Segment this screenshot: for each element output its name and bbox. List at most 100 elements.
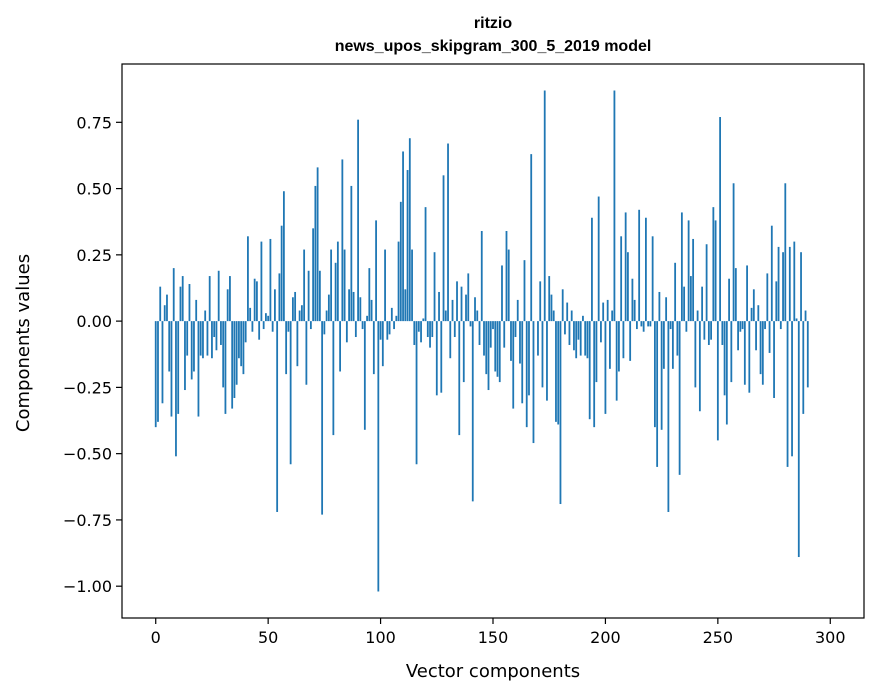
bar [256,281,258,322]
bar [184,321,186,391]
bar [703,321,706,340]
bar [719,117,721,322]
bar [662,321,665,369]
bar [523,260,526,322]
bar [651,236,654,322]
bar [694,321,697,388]
bar [159,286,162,322]
bar [280,225,283,322]
bar [503,321,506,348]
bar [507,249,510,322]
bar [784,183,787,322]
bar [408,138,411,322]
bar [627,252,629,322]
bar [393,321,395,330]
bar [800,252,802,322]
bar [510,321,512,361]
bar [750,307,753,322]
bar [404,289,407,322]
bar [352,291,355,322]
bar [166,294,168,322]
bar [379,321,382,340]
x-tick-label: 300 [815,628,846,647]
bar [539,281,542,322]
bar [318,270,321,322]
bar [199,321,202,356]
bar [723,321,726,396]
bar [235,321,238,385]
bar [689,276,692,322]
bar [793,241,796,322]
bar [386,321,389,340]
bar [161,321,164,404]
bar [620,236,623,322]
bar [163,305,166,322]
bar [222,321,225,388]
bar [505,231,508,322]
bar [397,241,400,322]
y-axis: −1.00 −0.75 −0.50 −0.25 0.00 0.25 0.50 0.75 [63,113,122,596]
bar [332,321,335,436]
bar [170,321,173,417]
bar [429,321,431,348]
bar [564,321,566,335]
bar [501,265,503,322]
bar [485,321,488,375]
bar [267,315,270,322]
bar [636,321,638,330]
bar [204,310,207,322]
y-tick-label: −0.75 [63,511,112,530]
bar [177,321,180,414]
chart-subtitle: news_upos_skipgram_300_5_2019 model [335,38,652,55]
bar [357,119,359,322]
bar [179,286,182,322]
bar [217,270,220,322]
bar [197,321,200,417]
bar [680,212,683,322]
bar [728,278,730,322]
bar [181,276,184,322]
bar [395,315,398,322]
bar [768,321,771,353]
bar [247,236,249,322]
bar [532,321,535,444]
bar [588,321,591,420]
bar [413,321,416,345]
bar [444,310,447,322]
y-axis-label: Components values [13,254,34,432]
bar [743,321,746,385]
bar [415,321,418,465]
bar [388,321,391,335]
bar [449,321,452,359]
bar [714,220,717,322]
bar [327,294,330,322]
bar [341,159,344,322]
bar [573,321,575,351]
bar [732,183,735,322]
bar [372,321,375,375]
x-tick-label: 50 [258,628,278,647]
bar [307,270,310,322]
bar [791,321,793,457]
bar [433,252,436,322]
bar [546,321,548,401]
bar [779,321,782,330]
bar [381,321,384,367]
bar [370,299,373,322]
bar [195,299,198,322]
bar [309,321,312,330]
bar [550,294,553,322]
bar [487,321,490,391]
y-tick-label: 0.00 [76,312,112,331]
bar [755,321,757,351]
bar [417,321,420,332]
bar [698,321,701,412]
bar [741,321,744,330]
bar [537,321,539,356]
bar [705,244,708,322]
bar [674,262,677,322]
bar [676,321,679,356]
bar [168,321,171,372]
bar [229,276,231,322]
y-tick-label: −0.50 [63,445,112,464]
